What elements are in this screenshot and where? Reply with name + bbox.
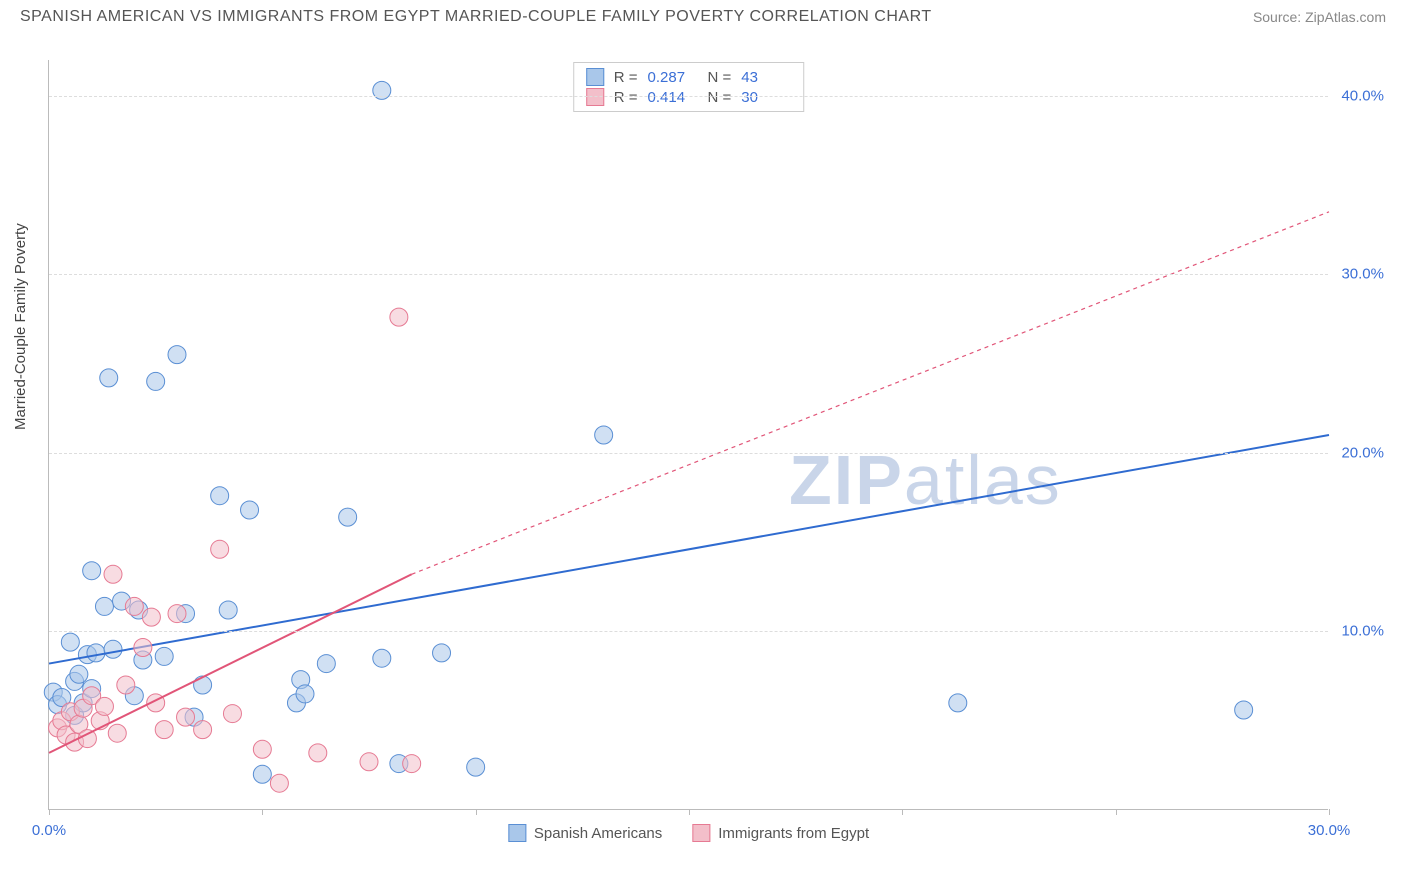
scatter-point [95, 697, 113, 715]
scatter-point [360, 753, 378, 771]
scatter-point [223, 705, 241, 723]
legend-item-2: Immigrants from Egypt [692, 824, 869, 842]
scatter-point [241, 501, 259, 519]
scatter-point [108, 724, 126, 742]
x-tick [1116, 809, 1117, 815]
x-tick-label: 0.0% [32, 822, 66, 839]
chart-title: SPANISH AMERICAN VS IMMIGRANTS FROM EGYP… [20, 8, 932, 26]
scatter-point [168, 346, 186, 364]
scatter-point [1235, 701, 1253, 719]
y-tick-label: 30.0% [1341, 266, 1384, 283]
scatter-point [177, 708, 195, 726]
scatter-point [390, 308, 408, 326]
legend-label-2: Immigrants from Egypt [718, 825, 869, 842]
scatter-point [95, 597, 113, 615]
scatter-point [339, 508, 357, 526]
plot-area: ZIPatlas R = 0.287 N = 43 R = 0.414 N = … [48, 60, 1328, 810]
y-axis-label: Married-Couple Family Poverty [12, 223, 29, 430]
scatter-point [595, 426, 613, 444]
x-tick [49, 809, 50, 815]
scatter-point [211, 540, 229, 558]
scatter-point [219, 601, 237, 619]
chart-svg [49, 60, 1328, 809]
gridline [49, 96, 1328, 97]
x-tick [1329, 809, 1330, 815]
y-tick-label: 40.0% [1341, 87, 1384, 104]
scatter-point [253, 765, 271, 783]
x-tick [902, 809, 903, 815]
scatter-point [142, 608, 160, 626]
scatter-point [433, 644, 451, 662]
scatter-point [100, 369, 118, 387]
trendline-extrapolated [412, 212, 1329, 575]
scatter-point [309, 744, 327, 762]
scatter-point [83, 562, 101, 580]
swatch-blue-icon [508, 824, 526, 842]
x-tick [476, 809, 477, 815]
scatter-point [373, 649, 391, 667]
scatter-point [296, 685, 314, 703]
scatter-point [194, 676, 212, 694]
x-tick [689, 809, 690, 815]
legend-item-1: Spanish Americans [508, 824, 662, 842]
gridline [49, 453, 1328, 454]
scatter-point [270, 774, 288, 792]
x-tick-label: 30.0% [1308, 822, 1351, 839]
legend-label-1: Spanish Americans [534, 825, 662, 842]
scatter-point [125, 597, 143, 615]
scatter-point [155, 647, 173, 665]
scatter-point [155, 721, 173, 739]
scatter-point [168, 605, 186, 623]
scatter-point [104, 640, 122, 658]
scatter-point [949, 694, 967, 712]
scatter-point [194, 721, 212, 739]
scatter-point [253, 740, 271, 758]
scatter-point [78, 730, 96, 748]
scatter-point [104, 565, 122, 583]
scatter-point [211, 487, 229, 505]
scatter-point [70, 665, 88, 683]
scatter-point [403, 755, 421, 773]
y-tick-label: 20.0% [1341, 444, 1384, 461]
swatch-pink-icon [692, 824, 710, 842]
scatter-point [134, 639, 152, 657]
scatter-point [87, 644, 105, 662]
gridline [49, 274, 1328, 275]
scatter-point [467, 758, 485, 776]
source-label: Source: ZipAtlas.com [1253, 9, 1386, 25]
trendline [49, 435, 1329, 664]
y-tick-label: 10.0% [1341, 623, 1384, 640]
legend-bottom: Spanish Americans Immigrants from Egypt [508, 824, 869, 842]
scatter-point [61, 633, 79, 651]
x-tick [262, 809, 263, 815]
scatter-point [147, 372, 165, 390]
gridline [49, 631, 1328, 632]
scatter-point [117, 676, 135, 694]
scatter-point [317, 655, 335, 673]
